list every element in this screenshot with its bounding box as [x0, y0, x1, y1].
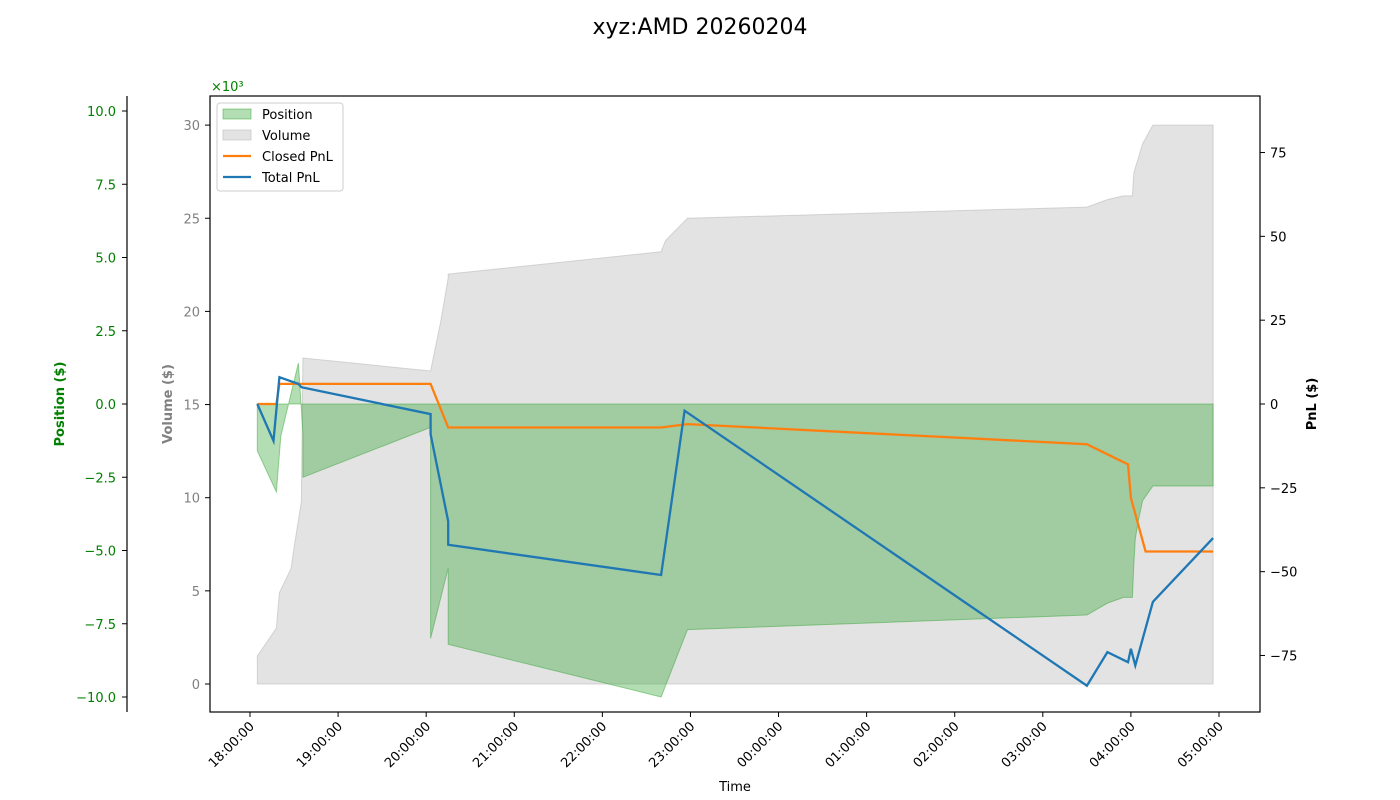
x-tick-label: 00:00:00	[734, 719, 786, 771]
position-tick-label: −2.5	[84, 471, 116, 486]
pnl-axis-ticks: 75 50 25 0 −25 −50 −75	[1260, 147, 1297, 664]
legend-position-swatch	[222, 108, 252, 120]
x-tick-label: 01:00:00	[823, 719, 875, 771]
x-tick-label: 03:00:00	[999, 719, 1051, 771]
volume-area	[256, 124, 1214, 685]
volume-axis-label: Volume ($)	[161, 364, 176, 444]
position-area	[256, 362, 1214, 698]
volume-tick-label: 15	[183, 399, 200, 414]
legend-box	[216, 102, 344, 192]
position-tick-label: 10.0	[87, 105, 116, 120]
position-tick-label: 7.5	[95, 178, 116, 193]
closed-pnl-line	[257, 382, 1214, 553]
position-tick-label: −7.5	[84, 618, 116, 633]
x-tick-label: 19:00:00	[294, 719, 346, 771]
position-axis-label: Position ($)	[53, 362, 68, 447]
pnl-tick-label: −25	[1270, 482, 1297, 497]
volume-tick-label: 20	[183, 305, 200, 320]
volume-tick-label: 30	[183, 119, 200, 134]
pnl-tick-label: 75	[1270, 147, 1287, 162]
x-tick-label: 21:00:00	[470, 719, 522, 771]
pnl-tick-label: −50	[1270, 566, 1297, 581]
legend-closed-pnl-label: Closed PnL	[262, 150, 334, 165]
legend-total-pnl-label: Total PnL	[261, 171, 320, 186]
volume-tick-label: 10	[183, 492, 200, 507]
position-tick-label: 2.5	[95, 325, 116, 340]
pnl-tick-label: 25	[1270, 314, 1287, 329]
legend-position-label: Position	[262, 108, 313, 123]
x-tick-label: 23:00:00	[646, 719, 698, 771]
position-tick-label: 0.0	[95, 398, 116, 413]
position-tick-label: −10.0	[76, 691, 116, 706]
x-tick-label: 02:00:00	[911, 719, 963, 771]
chart-title: xyz:AMD 20260204	[593, 15, 808, 40]
volume-axis-ticks: 0 5 10 15 20 25 30	[183, 119, 210, 693]
legend: Position Volume Closed PnL Total PnL	[216, 102, 344, 192]
legend-volume-swatch	[222, 129, 252, 141]
x-axis-label: Time	[718, 780, 751, 795]
x-axis-ticks: 18:00:00 19:00:00 20:00:00 21:00:00 22:00:00…	[206, 712, 1227, 771]
x-tick-label: 05:00:00	[1175, 719, 1227, 771]
position-tick-label: −5.0	[84, 545, 116, 560]
pnl-tick-label: 50	[1270, 230, 1287, 245]
pnl-axis-label: PnL ($)	[1305, 378, 1320, 431]
position-axis-ticks: 10.0 7.5 5.0 2.5 0.0 −2.5 −5.0 −7.5 −10.0	[76, 105, 127, 706]
x-tick-label: 20:00:00	[382, 719, 434, 771]
pnl-tick-label: 0	[1270, 398, 1278, 413]
position-axis-multiplier: ×10³	[211, 80, 244, 95]
x-tick-label: 04:00:00	[1087, 719, 1139, 771]
plot-areas	[256, 124, 1214, 698]
pnl-tick-label: −75	[1270, 649, 1297, 664]
x-tick-label: 22:00:00	[558, 719, 610, 771]
volume-tick-label: 25	[183, 212, 200, 227]
x-tick-label: 18:00:00	[206, 719, 258, 771]
volume-tick-label: 0	[192, 678, 200, 693]
position-tick-label: 5.0	[95, 252, 116, 267]
total-pnl-line	[256, 375, 1214, 688]
volume-tick-label: 5	[192, 585, 200, 600]
legend-volume-label: Volume	[262, 129, 310, 144]
